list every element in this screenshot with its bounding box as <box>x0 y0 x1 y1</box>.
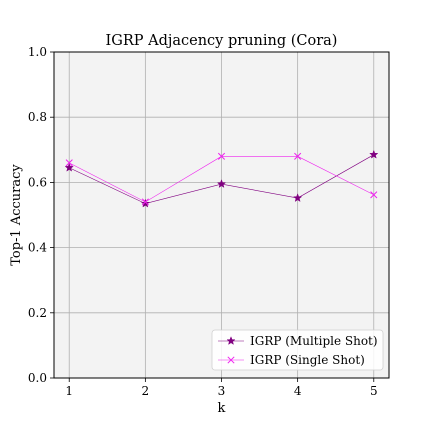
y-tick-label: 0.0 <box>28 371 47 385</box>
data-point <box>292 193 303 203</box>
x-tick-label: 1 <box>65 384 73 398</box>
y-tick-label: 1.0 <box>28 45 47 59</box>
y-tick-label: 0.8 <box>28 110 47 124</box>
x-tick-label: 4 <box>294 384 302 398</box>
y-axis-label: Top-1 Accuracy <box>9 164 24 266</box>
data-point <box>140 198 151 208</box>
y-tick-label: 0.4 <box>28 241 47 255</box>
x-marker-stroke <box>227 356 235 364</box>
data-point <box>64 162 74 172</box>
data-point <box>65 159 73 167</box>
legend-box <box>211 329 384 371</box>
data-point <box>370 191 378 199</box>
x-marker-stroke <box>370 191 378 199</box>
legend-label: IGRP (Single Shot) <box>250 353 365 367</box>
x-marker-stroke <box>294 152 302 160</box>
plot-frame <box>53 51 390 379</box>
x-marker-stroke <box>141 198 149 206</box>
series-1 <box>64 149 379 208</box>
data-point <box>369 149 379 159</box>
y-tick-label: 0.6 <box>28 175 47 189</box>
chart-title: IGRP Adjacency pruning (Cora) <box>106 33 338 49</box>
legend-marker <box>227 356 235 364</box>
x-axis-label: k <box>218 401 226 416</box>
legend-entry-2: IGRP (Single Shot) <box>218 353 365 367</box>
series-2 <box>65 152 378 206</box>
data-point <box>294 152 302 160</box>
x-tick-label: 2 <box>142 384 150 398</box>
data-point <box>217 152 226 160</box>
y-tick-label: 0.2 <box>28 306 47 320</box>
x-tick-label: 3 <box>218 384 226 398</box>
series-layer <box>64 149 379 208</box>
x-marker-stroke <box>217 152 226 160</box>
legend-label: IGRP (Multiple Shot) <box>250 334 378 348</box>
data-point <box>216 179 227 189</box>
x-marker-stroke <box>65 159 73 167</box>
legend-entry-1: IGRP (Multiple Shot) <box>218 334 378 348</box>
axis-ticks: 1 2 3 4 5 0.0 0.2 0.4 0.6 0.8 1.0 <box>28 45 378 398</box>
legend-marker <box>226 336 236 345</box>
data-point <box>141 198 149 206</box>
x-tick-label: 5 <box>370 384 378 398</box>
legend: IGRP (Multiple Shot) IGRP (Single Shot) <box>211 329 384 371</box>
